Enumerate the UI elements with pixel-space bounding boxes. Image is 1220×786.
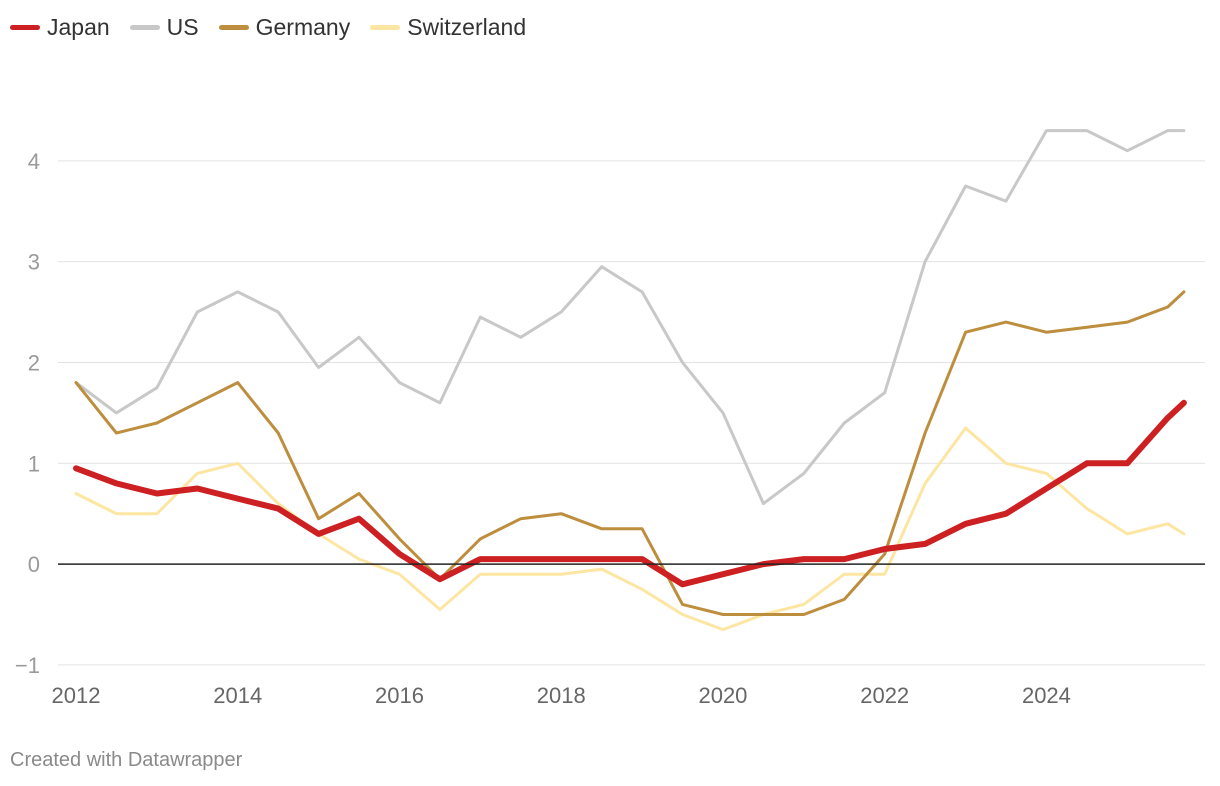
y-axis-ticks: −1 0 1 2 3 4 xyxy=(15,149,40,678)
legend-swatch-japan xyxy=(10,25,40,30)
series-lines xyxy=(73,129,1187,632)
legend-swatch-switzerland xyxy=(370,25,401,30)
legend-item-switzerland[interactable]: Switzerland xyxy=(370,14,526,41)
x-tick-label: 2016 xyxy=(375,683,424,708)
gridlines xyxy=(58,160,1205,666)
y-tick-label: 0 xyxy=(28,552,40,577)
footer-credit: Created with Datawrapper xyxy=(10,749,243,771)
x-tick-label: 2014 xyxy=(213,683,262,708)
y-tick-label: −1 xyxy=(15,653,40,678)
legend-item-germany[interactable]: Germany xyxy=(218,14,351,41)
legend-label-japan: Japan xyxy=(47,14,110,40)
legend-swatch-germany xyxy=(218,25,249,30)
series-line-us xyxy=(74,129,1186,506)
legend: Japan US Germany Switzerland xyxy=(10,14,526,41)
x-axis-ticks: 2012 2014 2016 2018 2020 2022 2024 xyxy=(52,683,1071,708)
x-tick-label: 2024 xyxy=(1022,683,1071,708)
legend-item-us[interactable]: US xyxy=(129,14,199,41)
series-line-japan xyxy=(73,399,1187,588)
legend-label-switzerland: Switzerland xyxy=(407,14,527,40)
y-tick-label: 2 xyxy=(28,350,40,375)
y-tick-label: 1 xyxy=(28,451,40,476)
x-tick-label: 2018 xyxy=(537,683,586,708)
y-tick-label: 3 xyxy=(28,250,40,275)
legend-item-japan[interactable]: Japan xyxy=(10,14,110,41)
x-tick-label: 2022 xyxy=(860,683,909,708)
legend-label-germany: Germany xyxy=(255,14,351,40)
x-tick-label: 2020 xyxy=(698,683,747,708)
y-tick-label: 4 xyxy=(28,149,40,174)
legend-swatch-us xyxy=(129,25,160,30)
series-line-germany xyxy=(74,290,1186,616)
series-line-switzerland xyxy=(74,426,1186,632)
legend-label-us: US xyxy=(166,14,199,40)
x-tick-label: 2012 xyxy=(52,683,101,708)
